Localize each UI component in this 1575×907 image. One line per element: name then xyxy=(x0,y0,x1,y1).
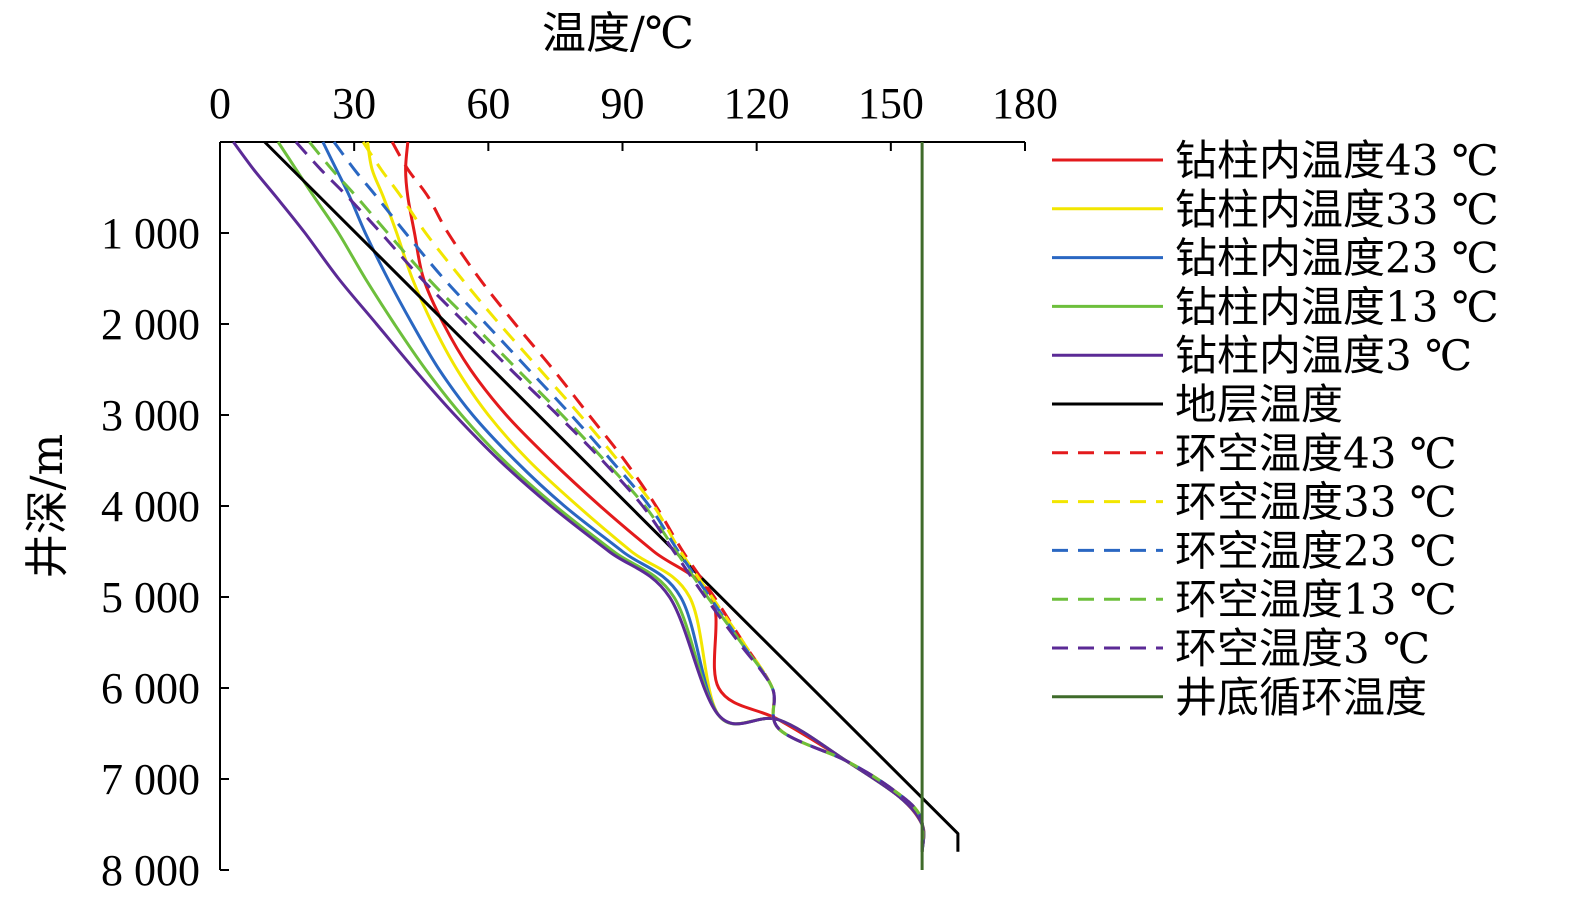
series-line-9 xyxy=(308,141,925,852)
legend-label-10: 环空温度3 ℃ xyxy=(1175,624,1430,673)
y-tick-label: 1 000 xyxy=(101,209,200,258)
y-tick-label: 8 000 xyxy=(101,846,200,895)
legend-label-6: 环空温度43 ℃ xyxy=(1175,429,1457,478)
y-tick-label: 3 000 xyxy=(101,391,200,440)
x-axis: 0 30 60 90 120 150 180 xyxy=(209,79,1058,151)
series-line-8 xyxy=(332,141,925,852)
y-tick-label: 5 000 xyxy=(101,573,200,622)
y-axis-title: 井深/m xyxy=(22,434,73,579)
legend-label-11: 井底循环温度 xyxy=(1175,673,1427,722)
y-tick-label: 4 000 xyxy=(101,482,200,531)
x-tick-label: 150 xyxy=(858,79,924,128)
series-line-6 xyxy=(390,141,925,852)
legend-label-2: 钻柱内温度23 ℃ xyxy=(1175,234,1499,283)
x-tick-label: 0 xyxy=(209,79,231,128)
x-axis-title: 温度/℃ xyxy=(542,8,694,59)
y-tick-label: 7 000 xyxy=(101,755,200,804)
legend-label-0: 钻柱内温度43 ℃ xyxy=(1175,136,1499,185)
x-tick-label: 30 xyxy=(332,79,376,128)
series-line-10 xyxy=(294,141,925,852)
legend-label-9: 环空温度13 ℃ xyxy=(1175,575,1457,624)
x-tick-label: 60 xyxy=(466,79,510,128)
x-tick-label: 180 xyxy=(992,79,1058,128)
y-axis: 1 000 2 000 3 000 4 000 5 000 6 000 7 000 8 000 xyxy=(101,142,229,895)
legend-label-3: 钻柱内温度13 ℃ xyxy=(1175,282,1499,331)
series-line-7 xyxy=(361,141,925,852)
legend-label-7: 环空温度33 ℃ xyxy=(1175,478,1457,527)
legend-label-5: 地层温度 xyxy=(1175,380,1343,429)
legend-label-8: 环空温度23 ℃ xyxy=(1175,526,1457,575)
series-line-3 xyxy=(276,141,926,852)
series-line-2 xyxy=(321,141,926,852)
y-tick-label: 6 000 xyxy=(101,664,200,713)
x-tick-label: 120 xyxy=(724,79,790,128)
x-tick-label: 90 xyxy=(601,79,645,128)
legend-label-4: 钻柱内温度3 ℃ xyxy=(1175,331,1472,380)
series-line-5 xyxy=(263,140,960,852)
legend-label-1: 钻柱内温度33 ℃ xyxy=(1175,185,1499,234)
series-line-0 xyxy=(404,141,926,852)
y-tick-label: 2 000 xyxy=(101,300,200,349)
plot-area xyxy=(232,140,960,870)
